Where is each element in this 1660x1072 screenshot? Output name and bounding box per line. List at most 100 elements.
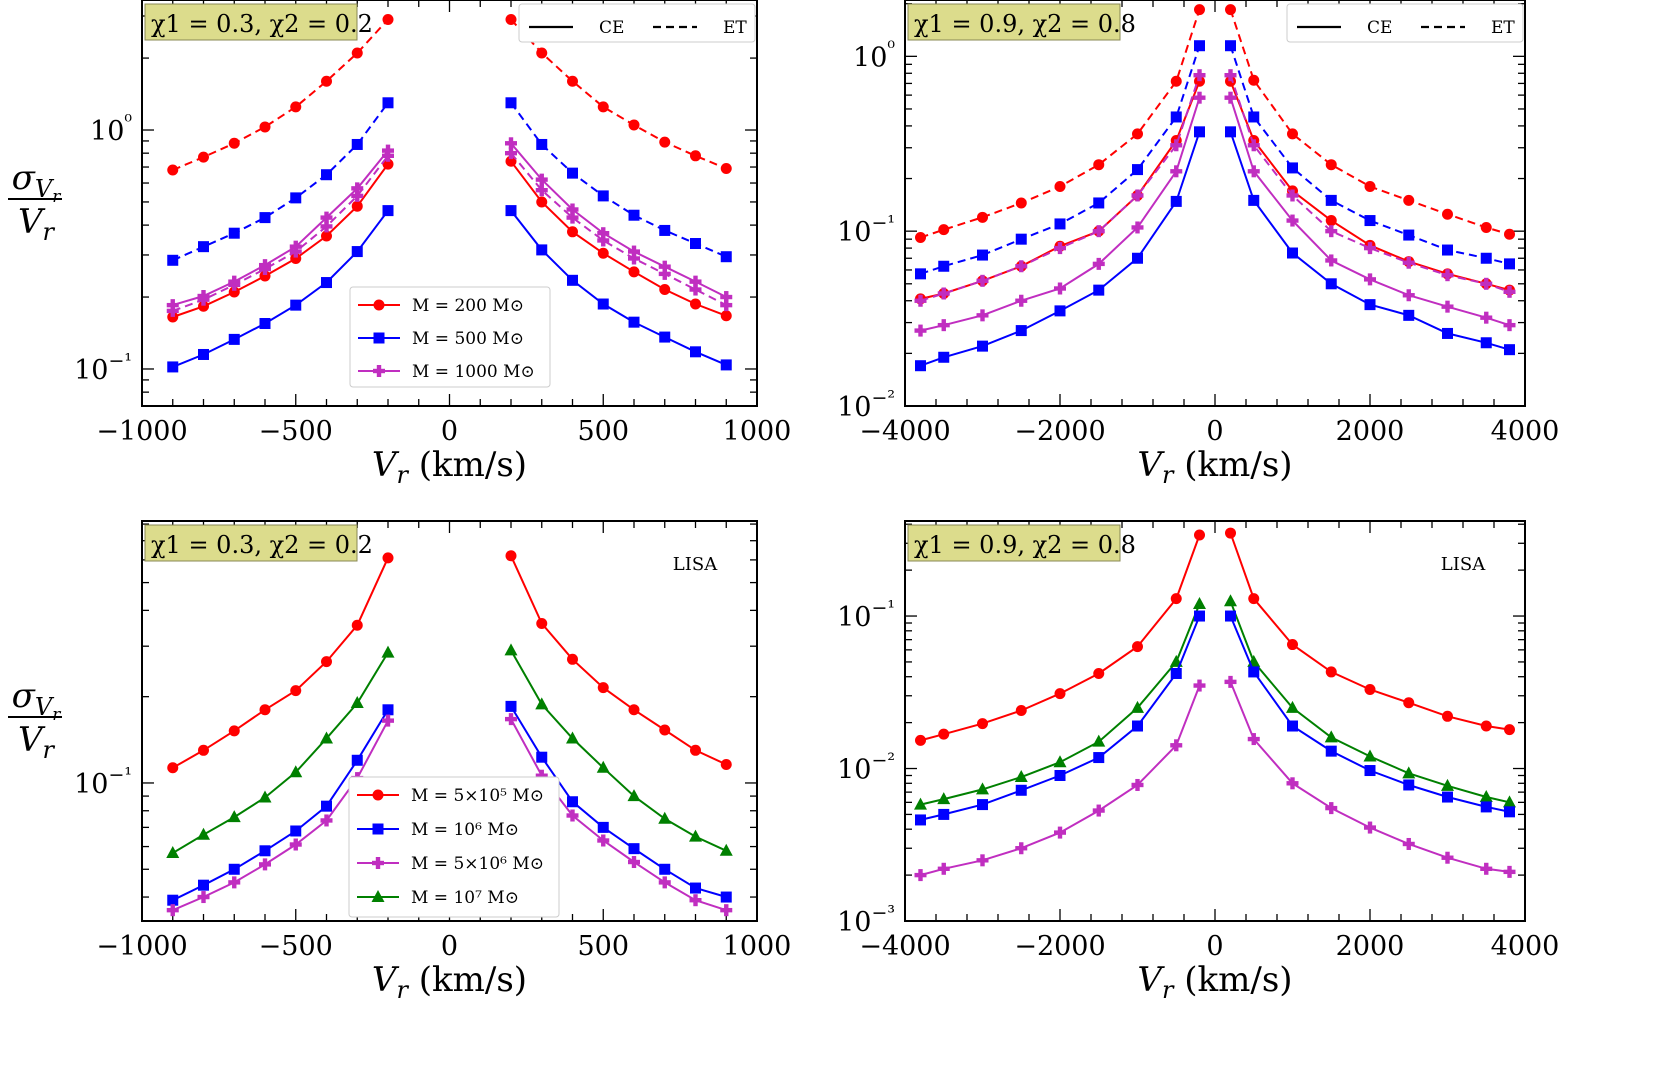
x-tick-label: 500 (577, 416, 629, 447)
data-point (1441, 269, 1454, 282)
data-point (1286, 700, 1299, 713)
data-point (1194, 40, 1205, 52)
data-point (1054, 181, 1066, 193)
data-point (290, 299, 302, 311)
data-point (659, 136, 671, 148)
data-point (1054, 218, 1066, 230)
data-point (1092, 734, 1106, 747)
legend-label-et: ET (723, 18, 747, 38)
data-point (690, 238, 701, 250)
data-point (1193, 596, 1206, 609)
series-group (914, 527, 1516, 882)
data-point (597, 190, 609, 202)
series-4 (914, 91, 1516, 337)
data-point (1132, 641, 1143, 653)
data-point (198, 300, 209, 312)
data-point (1442, 327, 1453, 339)
series-line (510, 142, 727, 298)
data-point (536, 138, 548, 150)
data-point (1504, 258, 1515, 270)
data-point (167, 311, 179, 323)
x-tick-label: 0 (1206, 416, 1223, 447)
data-point (258, 790, 272, 803)
y-tick-label: 10−¹ (74, 764, 132, 800)
data-point (938, 808, 950, 820)
data-point (659, 224, 671, 236)
data-point (1403, 697, 1415, 709)
data-point (197, 293, 210, 306)
data-point (351, 189, 364, 202)
data-point (1287, 162, 1298, 174)
data-point (1247, 139, 1260, 152)
data-point (566, 809, 579, 822)
data-point (505, 137, 517, 150)
data-point (289, 245, 302, 258)
data-point (1286, 214, 1299, 227)
series-line (920, 534, 1201, 742)
data-point (1225, 610, 1236, 622)
series-2 (915, 126, 1515, 372)
data-point (321, 230, 332, 242)
series-0 (915, 527, 1515, 746)
data-point (720, 758, 732, 770)
x-tick-label: 4000 (1491, 931, 1560, 962)
data-point (321, 277, 332, 289)
series-line (510, 649, 727, 852)
data-point (1225, 4, 1236, 16)
data-point (351, 47, 363, 59)
data-point (658, 811, 672, 824)
data-point (1170, 165, 1183, 178)
data-point (1480, 720, 1492, 732)
data-point (1194, 529, 1205, 541)
annotation-text: χ1 = 0.3, χ2 = 0.2 (151, 531, 373, 559)
data-point (321, 656, 332, 668)
data-point (382, 97, 394, 109)
x-tick-label: 0 (441, 416, 458, 447)
x-tick-label: −1000 (96, 416, 187, 447)
x-tick-label: 4000 (1491, 416, 1560, 447)
series-1 (914, 594, 1516, 810)
linestyle-legend: CE ET (1286, 3, 1524, 43)
x-axis-label: Vr (km/s) (372, 960, 527, 1004)
data-point (1504, 724, 1515, 736)
data-point (1093, 197, 1105, 209)
data-point (1225, 40, 1236, 52)
parameter-annotation: χ1 = 0.3, χ2 = 0.2 (144, 524, 373, 562)
data-point (628, 316, 640, 328)
data-point (535, 184, 548, 197)
data-point (382, 552, 394, 564)
linestyle-legend: CE ET (518, 3, 756, 43)
legend-entry: M = 500 M⊙ (412, 329, 524, 349)
data-point (719, 843, 733, 856)
data-point (535, 769, 548, 782)
legend-entry: M = 5×10⁵ M⊙ (411, 786, 544, 806)
panel-top-right: 10−² 10−¹ 10⁰ −4000 −2000 0 2000 4000 Vr (km/s) χ… (837, 0, 1559, 489)
data-point (1224, 594, 1237, 607)
data-point (320, 220, 333, 233)
data-point (228, 278, 241, 291)
x-tick-label: −2000 (1014, 931, 1105, 962)
series-0 (167, 155, 732, 323)
series-2 (167, 205, 732, 373)
data-point (1131, 700, 1144, 713)
data-point (720, 891, 732, 903)
data-point (1364, 821, 1376, 834)
data-point (1325, 225, 1338, 238)
data-point (228, 137, 240, 149)
data-point (1325, 215, 1337, 227)
data-point (1225, 75, 1236, 87)
data-point (1479, 790, 1493, 803)
mass-legend: M = 200 M⊙ M = 500 M⊙ M = 1000 M⊙ (349, 286, 551, 388)
data-point (1093, 284, 1105, 296)
data-point (937, 319, 950, 332)
data-point (1132, 128, 1143, 140)
y-label-denominator: Vr (18, 202, 56, 246)
legend-marker (373, 299, 385, 311)
legend-label-ce: CE (599, 18, 624, 38)
data-point (689, 829, 702, 842)
series-line (920, 97, 1201, 332)
data-point (382, 149, 394, 162)
data-point (351, 182, 364, 195)
legend-entry: M = 10⁷ M⊙ (411, 888, 519, 908)
data-point (505, 550, 517, 562)
